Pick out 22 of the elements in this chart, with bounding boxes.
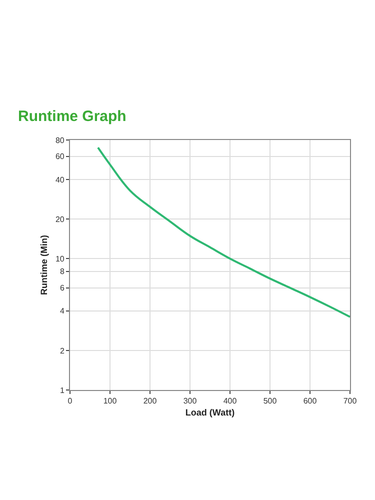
y-tick-label: 40 bbox=[55, 175, 65, 184]
y-tick-label: 10 bbox=[55, 254, 65, 264]
y-tick-label: 6 bbox=[60, 284, 65, 293]
x-tick-label: 0 bbox=[68, 396, 73, 406]
y-tick-label: 80 bbox=[55, 136, 65, 145]
x-tick-label: 700 bbox=[343, 396, 358, 406]
y-tick-label: 20 bbox=[55, 214, 65, 224]
y-tick-label: 60 bbox=[55, 152, 65, 162]
x-tick-label: 200 bbox=[143, 396, 158, 406]
line-series bbox=[97, 146, 350, 318]
y-tick-label: 2 bbox=[60, 346, 65, 356]
x-tick-label: 600 bbox=[303, 396, 318, 406]
x-tick-label: 500 bbox=[263, 396, 278, 406]
x-tick-label: 400 bbox=[223, 396, 238, 406]
y-tick-label: 4 bbox=[60, 306, 65, 316]
chart-title: Runtime Graph bbox=[18, 108, 126, 125]
y-tick-label: 8 bbox=[60, 267, 65, 276]
x-tick-label: 100 bbox=[103, 396, 118, 406]
y-axis-title: Runtime (Min) bbox=[38, 235, 49, 295]
x-tick-label: 300 bbox=[183, 396, 198, 406]
x-axis-title: Load (Watt) bbox=[185, 407, 235, 418]
y-tick-label: 1 bbox=[60, 386, 65, 395]
